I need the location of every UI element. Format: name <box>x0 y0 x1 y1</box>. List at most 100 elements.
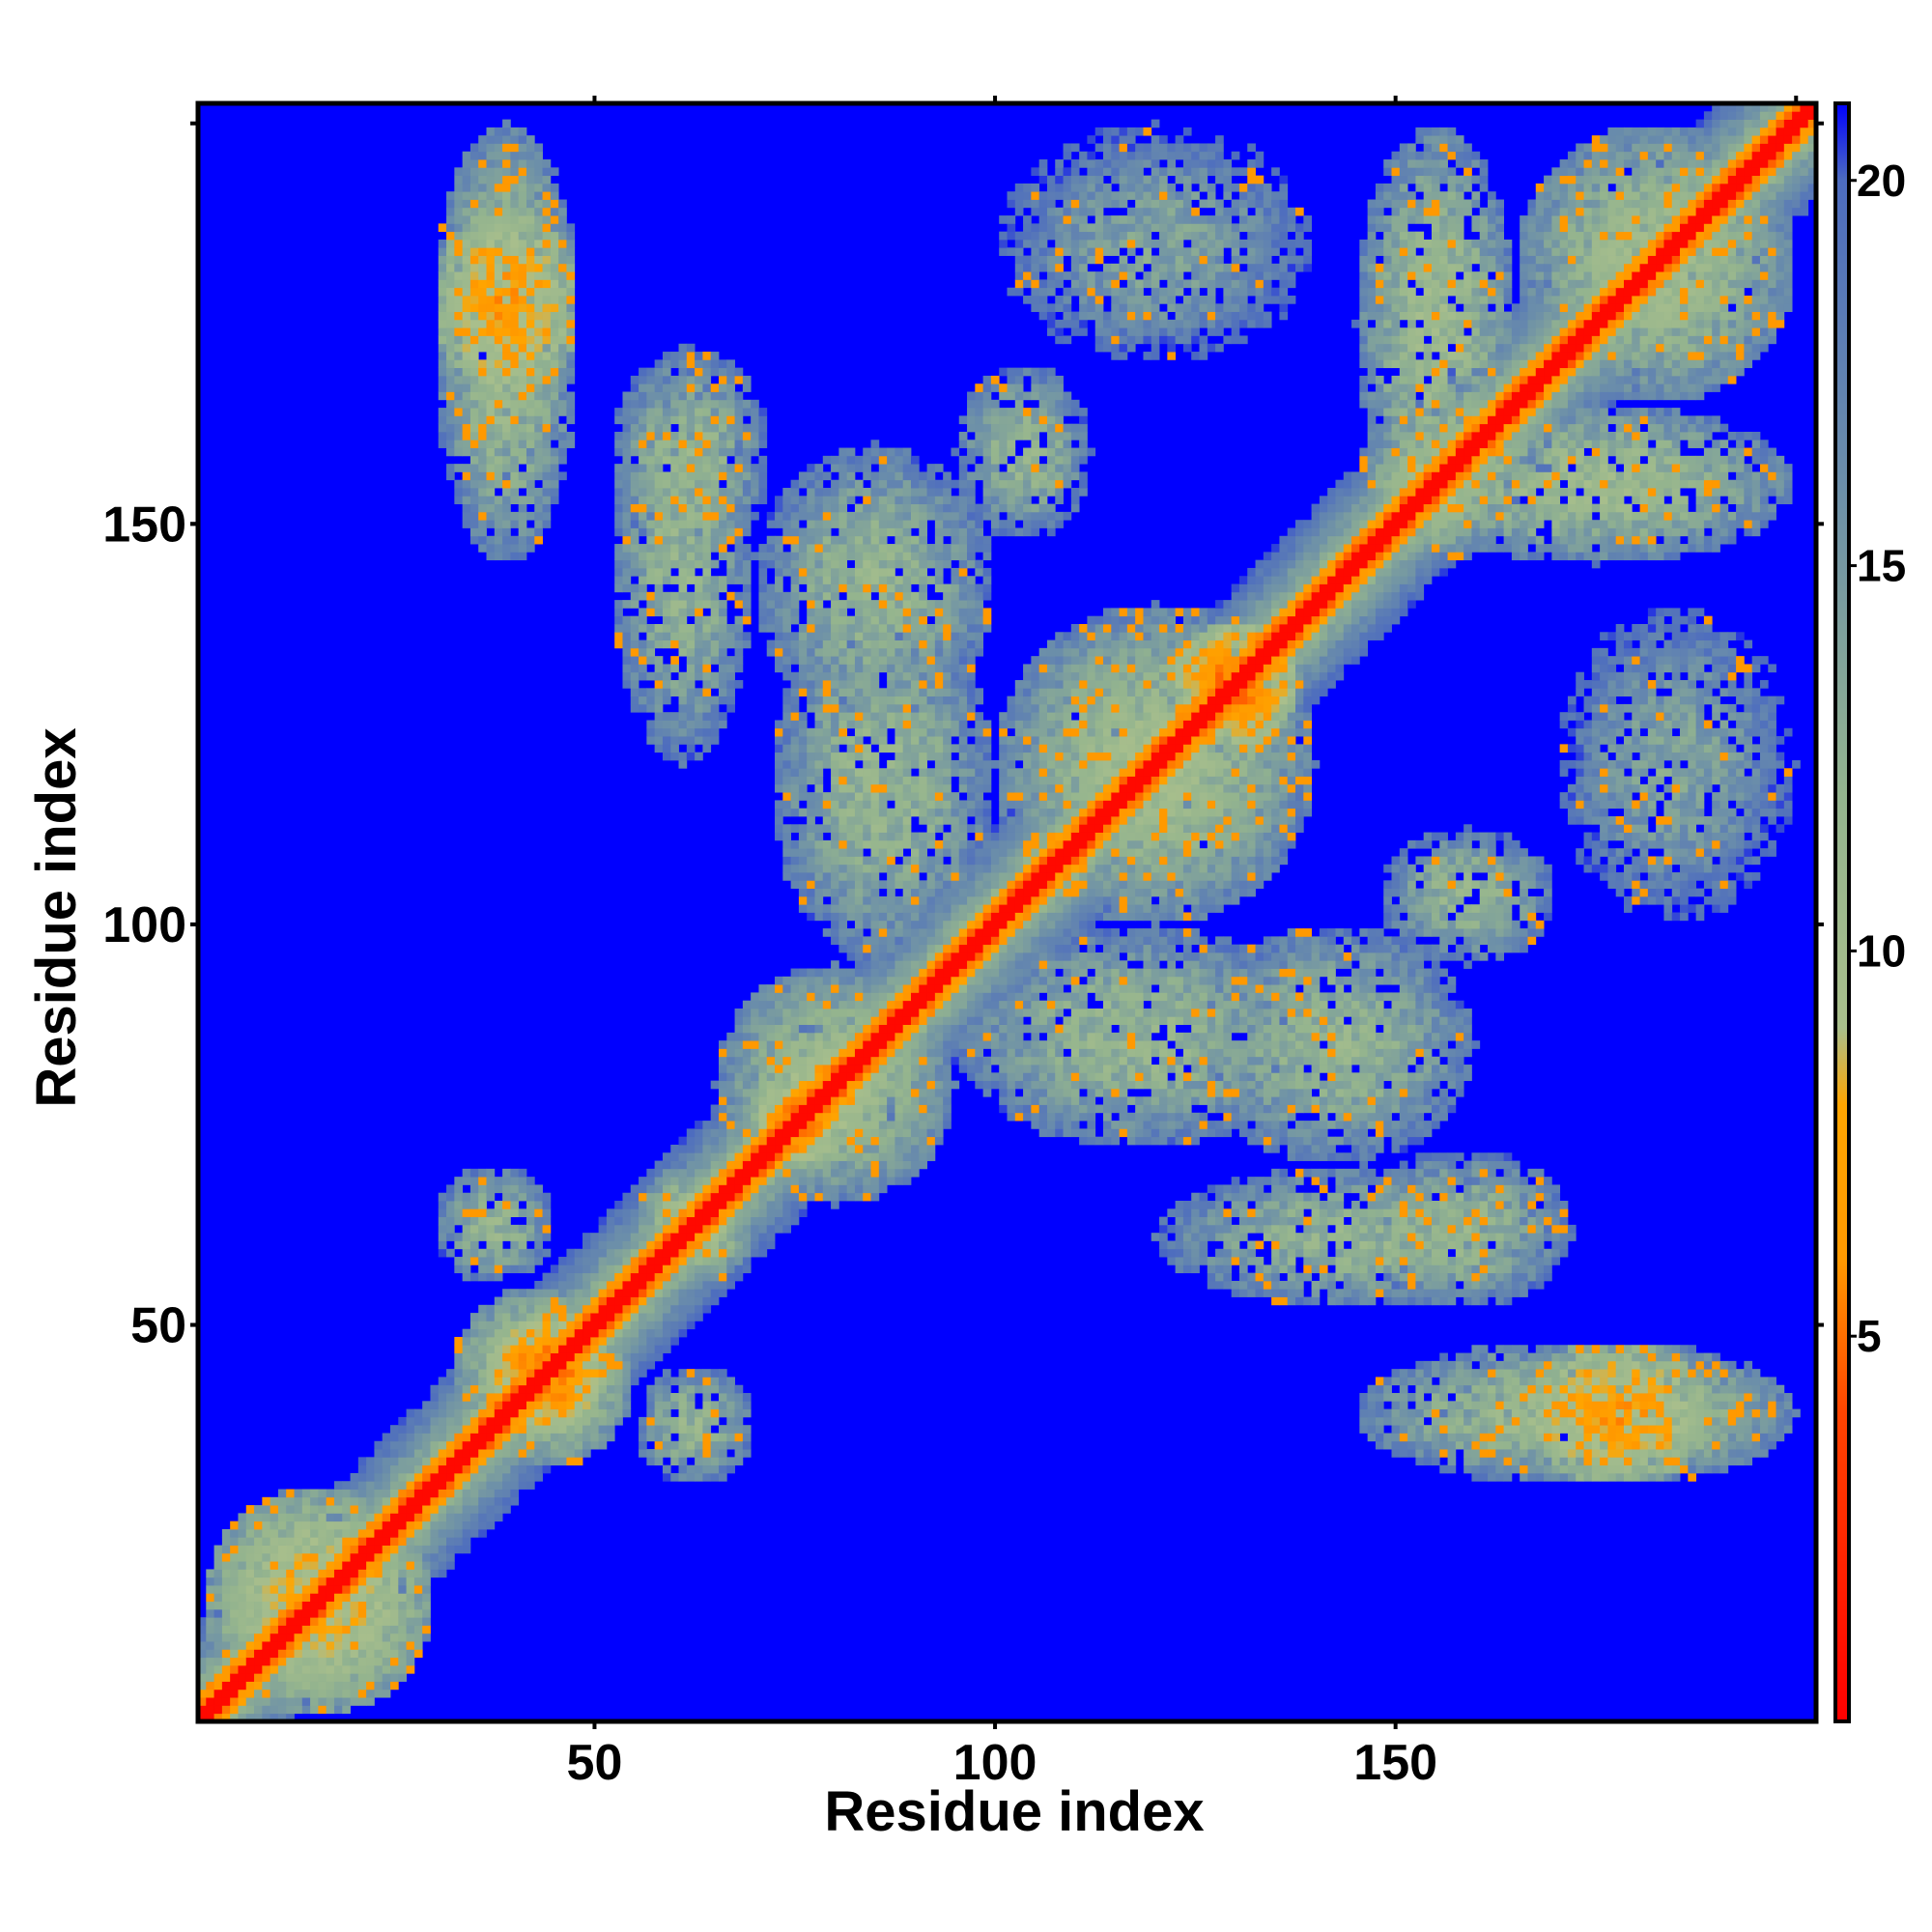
heatmap-cell <box>582 1360 591 1370</box>
heatmap-cell <box>221 1705 231 1715</box>
heatmap-cell <box>413 1577 423 1586</box>
heatmap-cell <box>807 471 815 481</box>
heatmap-cell <box>213 1657 223 1666</box>
heatmap-cell <box>454 175 464 185</box>
heatmap-cell <box>662 1425 671 1434</box>
heatmap-cell <box>807 1088 815 1097</box>
heatmap-cell <box>350 1664 359 1674</box>
heatmap-cell <box>254 1689 263 1698</box>
heatmap-cell <box>622 1408 632 1418</box>
heatmap-cell <box>221 1657 231 1666</box>
heatmap-cell <box>726 496 735 504</box>
heatmap-cell <box>662 1384 671 1394</box>
heatmap-cell <box>510 1481 520 1490</box>
heatmap-cell <box>695 1304 703 1314</box>
heatmap-cell <box>446 311 455 321</box>
heatmap-cell <box>430 1528 440 1538</box>
heatmap-cell <box>742 1016 752 1025</box>
heatmap-cell <box>294 1561 303 1570</box>
heatmap-cell <box>775 984 783 993</box>
heatmap-cell <box>854 888 864 897</box>
heatmap-cell <box>782 527 792 537</box>
heatmap-cell <box>534 327 543 336</box>
heatmap-cell <box>854 944 864 953</box>
heatmap-cell <box>710 440 720 448</box>
heatmap-cell <box>286 1681 295 1690</box>
heatmap-cell <box>870 703 880 713</box>
heatmap-cell <box>662 576 671 584</box>
heatmap-cell <box>846 1168 856 1178</box>
heatmap-cell <box>574 1280 583 1290</box>
heatmap-cell <box>734 1184 744 1194</box>
heatmap-cell <box>454 1201 464 1209</box>
heatmap-cell <box>550 391 559 401</box>
heatmap-cell <box>798 1088 808 1097</box>
heatmap-cell <box>518 223 527 233</box>
heatmap-cell <box>838 912 848 922</box>
heatmap-cell <box>710 1472 720 1482</box>
heatmap-cell <box>702 1304 712 1314</box>
heatmap-cell <box>398 1593 407 1603</box>
heatmap-cell <box>342 1569 351 1578</box>
heatmap-cell <box>374 1449 384 1458</box>
heatmap-cell <box>550 1360 559 1370</box>
heatmap-cell <box>502 1184 511 1194</box>
heatmap-cell <box>469 423 479 433</box>
heatmap-cell <box>502 479 511 489</box>
heatmap-cell <box>486 223 496 233</box>
heatmap-cell <box>790 511 800 521</box>
heatmap-cell <box>566 1393 576 1402</box>
heatmap-cell <box>469 503 479 513</box>
heatmap-cell <box>438 1537 447 1546</box>
heatmap-cell <box>798 1104 808 1114</box>
heatmap-cell <box>766 583 776 593</box>
heatmap-cell <box>854 839 864 849</box>
heatmap-cell <box>606 1360 615 1370</box>
heatmap-cell <box>878 615 888 625</box>
heatmap-cell <box>686 1144 696 1153</box>
heatmap-cell <box>646 1224 656 1234</box>
heatmap-cell <box>814 720 824 729</box>
heatmap-cell <box>670 656 679 665</box>
heatmap-cell <box>751 1144 759 1153</box>
heatmap-cell <box>462 503 471 513</box>
heatmap-cell <box>382 1505 391 1514</box>
heatmap-cell <box>494 1425 503 1434</box>
heatmap-cell <box>854 832 864 841</box>
heatmap-cell <box>686 1369 696 1378</box>
heatmap-cell <box>526 367 535 377</box>
heatmap-cell <box>614 520 623 528</box>
heatmap-cell <box>486 1304 496 1314</box>
heatmap-cell <box>807 696 815 705</box>
heatmap-cell <box>798 1056 808 1065</box>
heatmap-cell <box>486 1208 496 1217</box>
heatmap-cell <box>710 647 720 657</box>
heatmap-cell <box>766 1024 776 1034</box>
heatmap-cell <box>238 1649 247 1659</box>
heatmap-cell <box>710 583 720 593</box>
heatmap-cell <box>542 384 552 392</box>
heatmap-cell <box>558 1384 567 1394</box>
heatmap-cell <box>454 447 464 457</box>
heatmap-cell <box>678 608 688 617</box>
heatmap-cell <box>606 1393 615 1402</box>
heatmap-cell <box>318 1633 327 1642</box>
heatmap-cell <box>213 1545 223 1554</box>
heatmap-cell <box>494 520 503 528</box>
heatmap-cell <box>695 391 703 401</box>
heatmap-cell <box>814 615 824 625</box>
heatmap-cell <box>622 1280 632 1290</box>
heatmap-cell <box>710 535 720 545</box>
heatmap-cell <box>606 1321 615 1330</box>
heatmap-cell <box>726 375 735 384</box>
heatmap-cell <box>510 1328 520 1338</box>
heatmap-cell <box>702 639 712 649</box>
heatmap-cell <box>486 1440 496 1450</box>
heatmap-cell <box>614 415 623 425</box>
heatmap-cell <box>798 471 808 481</box>
heatmap-cell <box>742 583 752 593</box>
heatmap-cell <box>606 1208 615 1217</box>
heatmap-cell <box>775 1144 783 1153</box>
heatmap-cell <box>510 1257 520 1265</box>
heatmap-cell <box>277 1585 287 1594</box>
